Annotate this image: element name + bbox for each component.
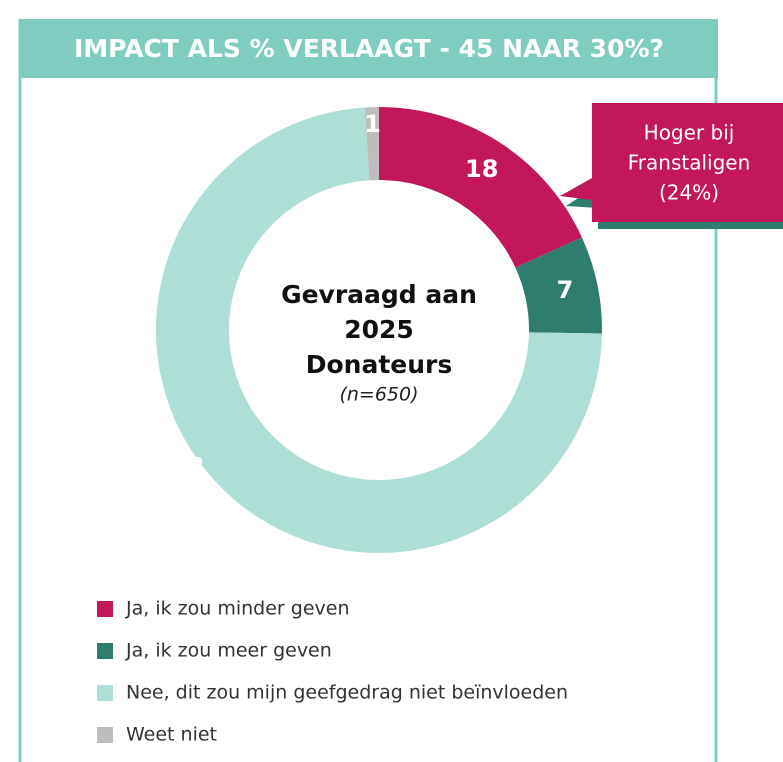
center-text: Gevraagd aan — [281, 280, 477, 309]
legend-swatch — [97, 643, 113, 659]
donut-slice — [379, 107, 582, 268]
data-label: 73 — [171, 453, 204, 481]
center-text: 2025 — [344, 315, 414, 344]
donut-slice — [364, 107, 379, 181]
legend-swatch — [97, 727, 113, 743]
callout-text: Hoger bij — [644, 121, 735, 145]
callout-text: Franstaligen — [628, 151, 751, 175]
legend-label: Weet niet — [126, 724, 217, 746]
data-label: 7 — [557, 276, 574, 304]
legend-label: Ja, ik zou minder geven — [125, 598, 349, 620]
legend-label: Ja, ik zou meer geven — [125, 640, 332, 662]
data-label: 1 — [364, 110, 381, 138]
data-label: 18 — [465, 155, 498, 183]
callout-box — [560, 103, 783, 222]
center-text: Donateurs — [306, 350, 453, 379]
donut-slice — [515, 237, 602, 334]
donut-slice — [156, 107, 602, 553]
legend-swatch — [97, 685, 113, 701]
center-note: (n=650) — [339, 384, 418, 406]
callout-text: (24%) — [659, 181, 719, 205]
chart-title: IMPACT ALS % VERLAAGT - 45 NAAR 30%? — [74, 34, 664, 63]
header-band — [19, 19, 718, 78]
legend-swatch — [97, 601, 113, 617]
legend-label: Nee, dit zou mijn geefgedrag niet beïnvl… — [126, 682, 568, 704]
